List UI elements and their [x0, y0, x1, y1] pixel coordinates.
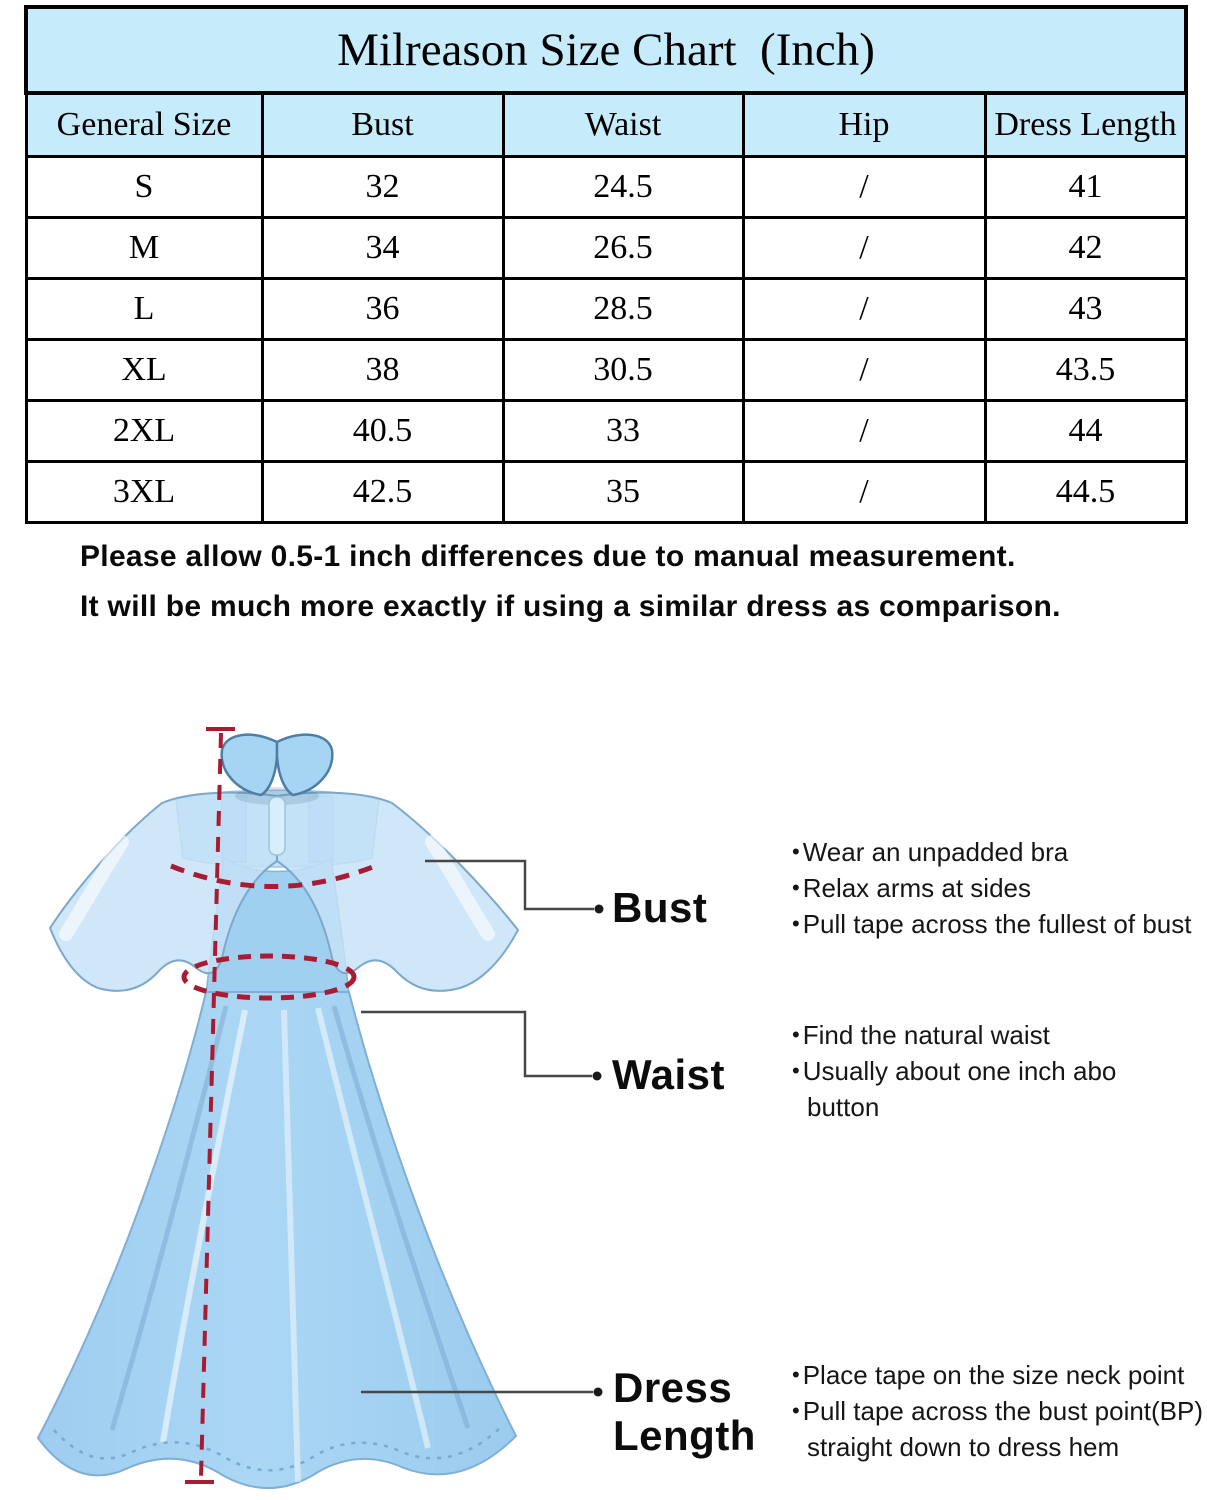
waist-tips: • Find the natural waist • Usually about o…: [792, 1017, 1207, 1125]
cell-dress-length: 43.5: [983, 338, 1188, 402]
cell-waist: 28.5: [501, 277, 745, 341]
measurement-note-1: Please allow 0.5-1 inch differences due …: [80, 540, 1016, 573]
bullet-icon: •: [792, 1398, 800, 1423]
cell-hip: /: [741, 277, 987, 341]
waist-label: Waist: [612, 1051, 725, 1098]
tip-text: Relax arms at sides: [802, 873, 1032, 903]
tip-text: Find the natural waist: [802, 1020, 1050, 1050]
tip-line-wrap: straight down to dress hem: [807, 1432, 1120, 1462]
cell-waist: 35: [501, 460, 745, 524]
waist-pointer-line: [361, 1010, 592, 1078]
cell-waist: 30.5: [501, 338, 745, 402]
bust-pointer-dot: [594, 904, 604, 914]
table-row: XL 38 30.5 / 43.5: [24, 338, 1188, 402]
cell-bust: 32: [260, 155, 505, 219]
col-header-waist: Waist: [501, 91, 745, 158]
table-header-row: General Size Bust Waist Hip Dress Length: [24, 91, 1188, 158]
length-measure-line: [199, 732, 223, 1478]
tip-line: • Wear an unpadded bra: [792, 834, 1207, 870]
bust-pointer-line: [425, 859, 594, 911]
bust-measure-line: [170, 861, 381, 889]
cell-hip: /: [741, 460, 987, 524]
bullet-icon: •: [792, 875, 800, 900]
cell-bust: 42.5: [260, 460, 505, 524]
dress-length-tips: • Place tape on the size neck point • Pull…: [792, 1357, 1207, 1465]
cell-bust: 38: [260, 338, 505, 402]
cell-bust: 40.5: [260, 399, 505, 463]
cell-size: L: [24, 277, 264, 341]
tip-text: Usually about one inch abo: [802, 1056, 1117, 1086]
size-chart-table: Milreason Size Chart (Inch) General Size…: [23, 5, 1189, 524]
tip-line: • Pull tape across the fullest of bust: [792, 906, 1207, 942]
cape-sleeves: [48, 791, 520, 992]
bust-tips: • Wear an unpadded bra • Relax arms at sid…: [792, 834, 1207, 942]
bullet-icon: •: [792, 1058, 800, 1083]
col-header-dress-length: Dress Length: [983, 91, 1188, 158]
table-row: S 32 24.5 / 41: [24, 155, 1188, 219]
tip-text: Pull tape across the fullest of bust: [802, 909, 1192, 939]
cell-hip: /: [741, 155, 987, 219]
cell-dress-length: 41: [983, 155, 1188, 219]
cape-right-sleeve: [276, 791, 520, 992]
table-row: 2XL 40.5 33 / 44: [24, 399, 1188, 463]
cell-waist: 33: [501, 399, 745, 463]
tip-line: • Pull tape across the bust point(BP): [792, 1393, 1207, 1429]
col-header-bust: Bust: [260, 91, 505, 158]
bullet-icon: •: [792, 839, 800, 864]
table-row: M 34 26.5 / 42: [24, 216, 1188, 280]
table-row: L 36 28.5 / 43: [24, 277, 1188, 341]
table-row: 3XL 42.5 35 / 44.5: [24, 460, 1188, 524]
tip-line: • Usually about one inch abo: [792, 1053, 1207, 1089]
cell-size: M: [24, 216, 264, 280]
bullet-icon: •: [792, 1022, 800, 1047]
cell-size: 3XL: [24, 460, 264, 524]
hem-stitch-line: [53, 1427, 501, 1472]
cell-hip: /: [741, 216, 987, 280]
cell-waist: 26.5: [501, 216, 745, 280]
tip-text: Place tape on the size neck point: [802, 1360, 1185, 1390]
cell-hip: /: [741, 338, 987, 402]
tip-line-wrap: button: [807, 1092, 880, 1122]
bullet-icon: •: [792, 911, 800, 936]
tip-text: Wear an unpadded bra: [802, 837, 1069, 867]
cell-size: S: [24, 155, 264, 219]
waist-pointer-dot: [592, 1071, 602, 1081]
col-header-hip: Hip: [741, 91, 987, 158]
dress-length-pointer-dot: [593, 1387, 603, 1397]
col-header-general-size: General Size: [24, 91, 264, 158]
table-title-row: Milreason Size Chart (Inch): [23, 5, 1189, 95]
pointer-dots: [592, 904, 604, 1397]
waist-measure-line: [181, 953, 357, 1001]
cell-dress-length: 44: [983, 399, 1188, 463]
cell-dress-length: 42: [983, 216, 1188, 280]
bust-label: Bust: [612, 884, 708, 931]
measurement-marks: [170, 727, 381, 1484]
tip-line: • Find the natural waist: [792, 1017, 1207, 1053]
cell-dress-length: 43: [983, 277, 1188, 341]
tip-line: • Place tape on the size neck point: [792, 1357, 1207, 1393]
tip-text: Pull tape across the bust point(BP): [802, 1396, 1204, 1426]
table-title: Milreason Size Chart (Inch): [23, 5, 1189, 95]
pointer-lines: [361, 859, 594, 1394]
cell-size: XL: [24, 338, 264, 402]
bullet-icon: •: [792, 1362, 800, 1387]
cell-size: 2XL: [24, 399, 264, 463]
cell-dress-length: 44.5: [983, 460, 1188, 524]
dress-skirt: [36, 991, 518, 1490]
tip-line: • Relax arms at sides: [792, 870, 1207, 906]
cell-bust: 36: [260, 277, 505, 341]
collar: [220, 733, 334, 856]
measurement-note-2: It will be much more exactly if using a …: [80, 590, 1061, 623]
keyhole-placket: [268, 796, 286, 856]
cell-hip: /: [741, 399, 987, 463]
cell-bust: 34: [260, 216, 505, 280]
dress-length-label: Dress Length: [613, 1364, 756, 1459]
cell-waist: 24.5: [501, 155, 745, 219]
